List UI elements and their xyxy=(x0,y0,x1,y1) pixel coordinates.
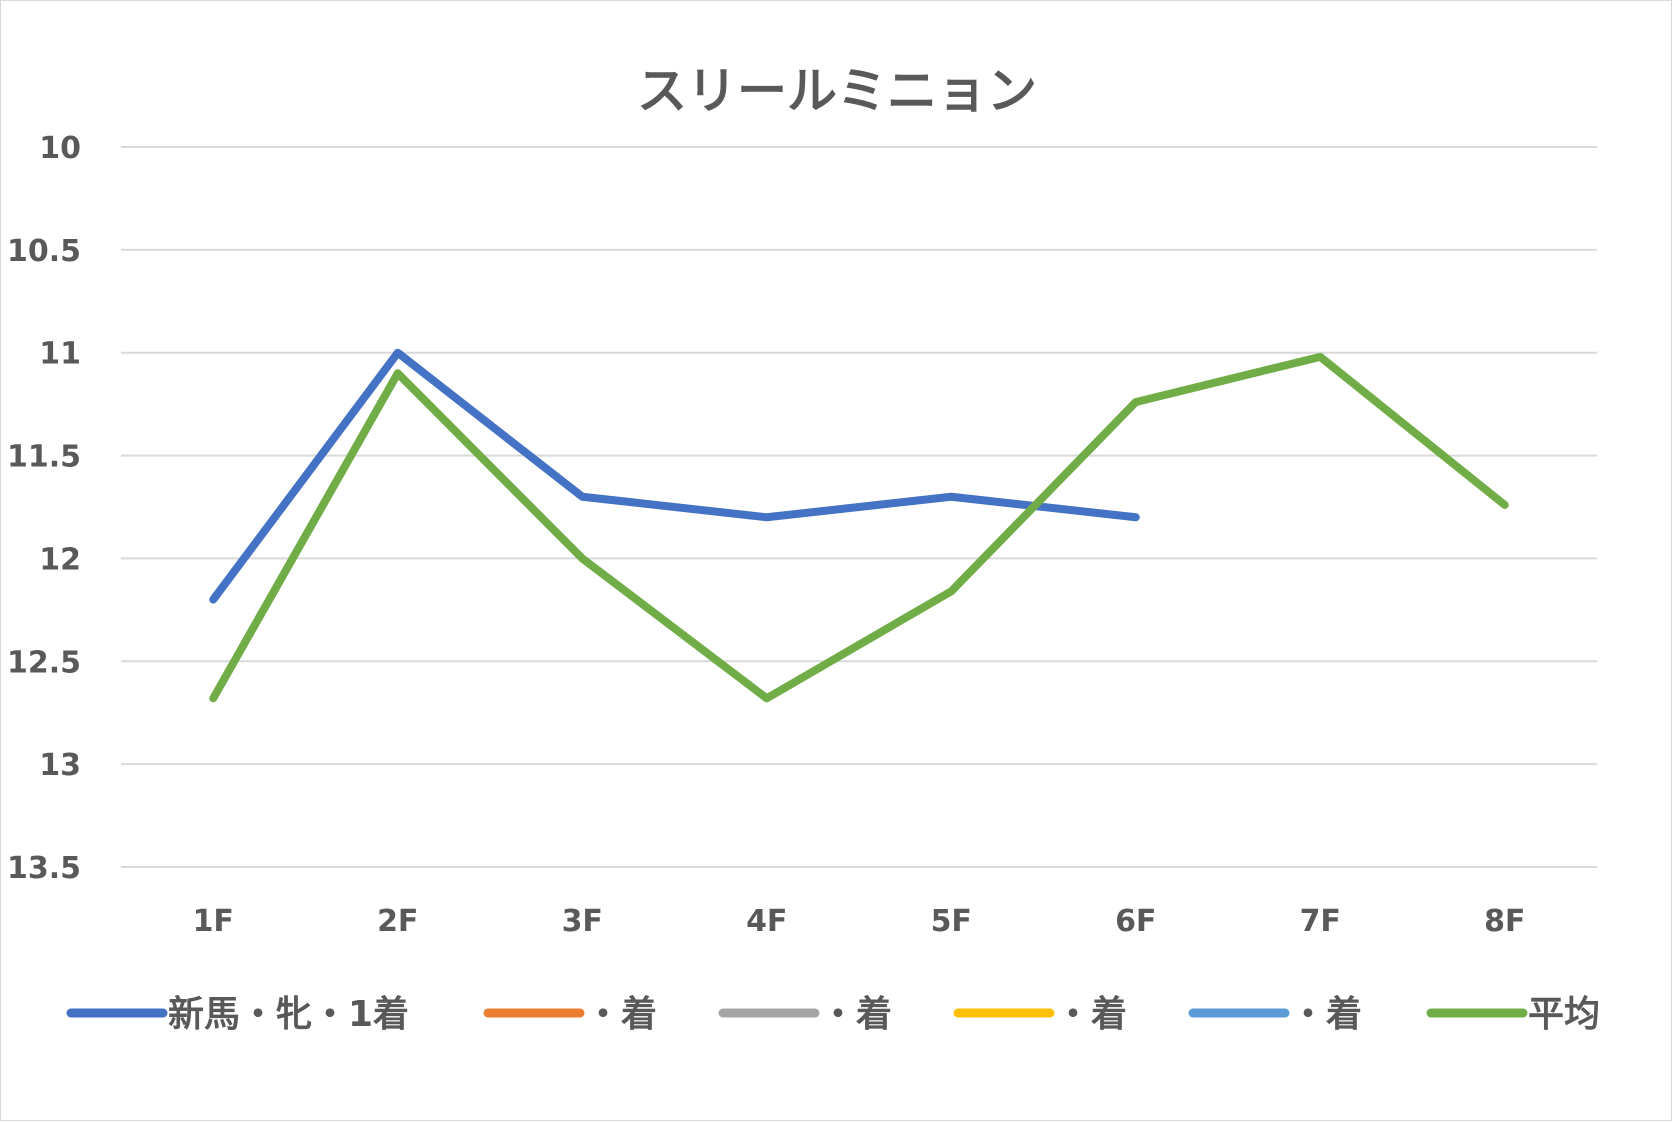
legend-label: 平均 xyxy=(1528,994,1600,1035)
y-tick-label: 10 xyxy=(39,131,81,166)
y-tick-label: 11.5 xyxy=(7,440,81,475)
y-tick-label: 13 xyxy=(39,748,81,783)
legend-label: 新馬・牝・1着 xyxy=(168,994,409,1035)
x-tick-label: 3F xyxy=(562,904,603,939)
y-tick-label: 13.5 xyxy=(7,851,81,886)
y-tick-label: 10.5 xyxy=(7,234,81,269)
legend-label: ・着 xyxy=(1055,994,1127,1035)
y-tick-label: 12.5 xyxy=(7,645,81,680)
legend-label: ・着 xyxy=(1290,994,1362,1035)
legend: 新馬・牝・1着 ・着 ・着 ・着 ・着 平均 xyxy=(66,994,1600,1035)
x-tick-label: 8F xyxy=(1484,904,1525,939)
x-tick-label: 1F xyxy=(193,904,234,939)
gridlines xyxy=(121,146,1597,868)
y-axis-ticks: 10 10.5 11 11.5 12 12.5 13 13.5 xyxy=(7,131,81,886)
x-tick-label: 6F xyxy=(1115,904,1156,939)
x-tick-label: 2F xyxy=(377,904,418,939)
legend-label: ・着 xyxy=(585,994,657,1035)
series-lines xyxy=(209,348,1509,703)
x-tick-label: 7F xyxy=(1300,904,1341,939)
series-line-5 xyxy=(209,352,1509,703)
y-tick-label: 11 xyxy=(39,337,81,372)
y-tick-label: 12 xyxy=(39,542,81,577)
x-tick-label: 5F xyxy=(931,904,972,939)
x-tick-label: 4F xyxy=(746,904,787,939)
legend-label: ・着 xyxy=(820,994,892,1035)
series-line-0 xyxy=(209,348,1140,604)
chart-title: スリールミニョン xyxy=(637,62,1037,120)
x-axis-ticks: 1F 2F 3F 4F 5F 6F 7F 8F xyxy=(193,904,1526,939)
